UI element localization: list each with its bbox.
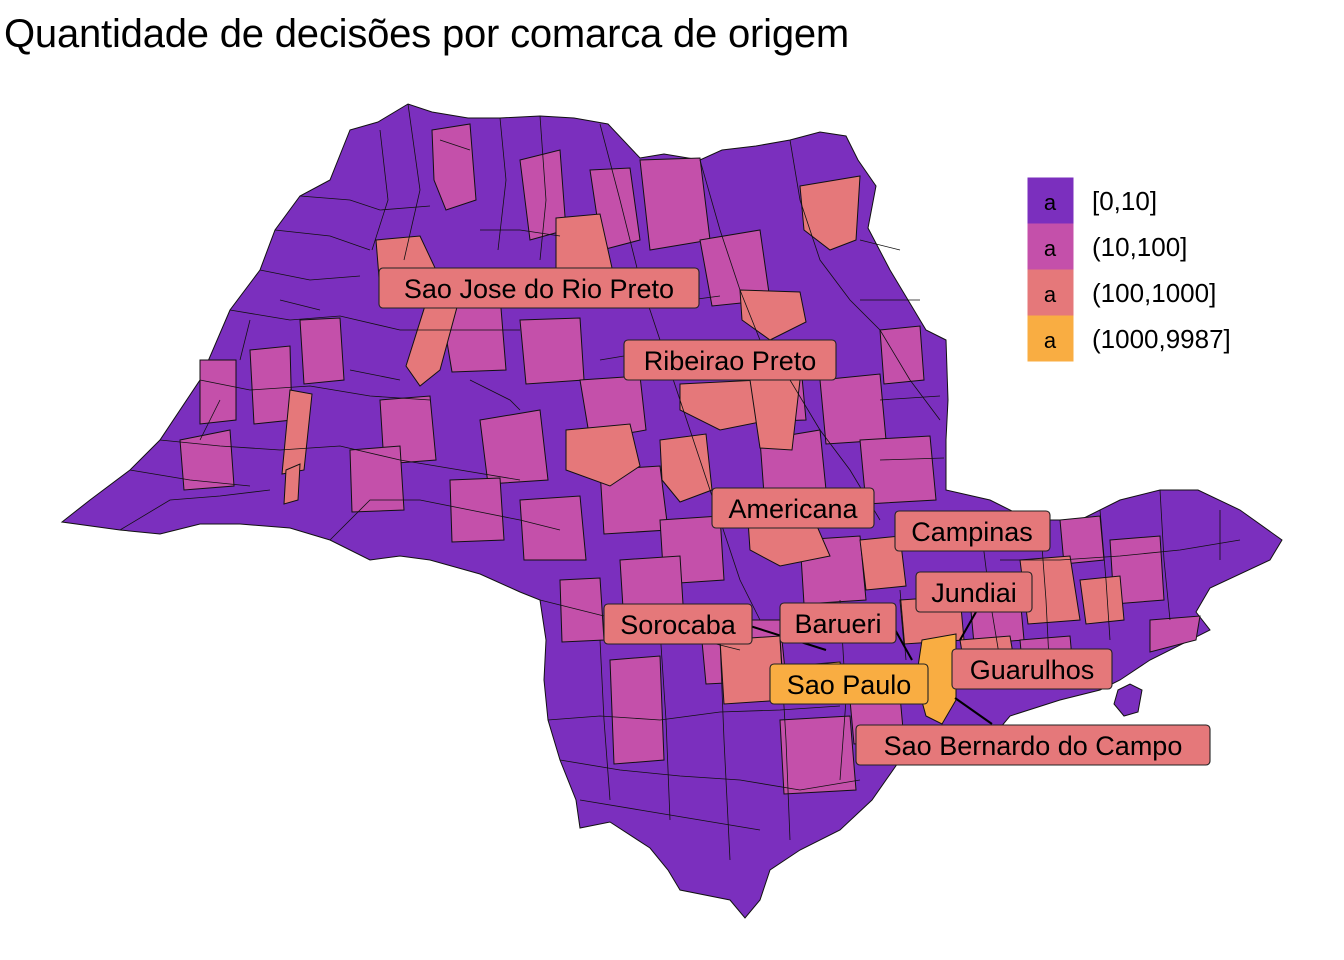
region-fill-10-100	[179, 123, 1201, 795]
label-text: Barueri	[794, 609, 881, 639]
legend-key-0-10: a	[1027, 177, 1074, 224]
island-shape	[1113, 683, 1143, 717]
label-americana: Americana	[711, 487, 875, 529]
label-jundiai: Jundiai	[915, 571, 1033, 613]
legend-key-1000-9987: a	[1027, 315, 1074, 362]
legend-key-10-100: a	[1027, 223, 1074, 270]
legend-label-10-100: (10,100]	[1092, 232, 1187, 262]
legend-key-glyph: a	[1044, 328, 1057, 353]
label-sao-bernardo-do-campo: Sao Bernardo do Campo	[855, 724, 1211, 766]
label-sorocaba: Sorocaba	[603, 603, 753, 645]
comarca-labels: Sao Jose do Rio Preto Ribeirao Preto Ame…	[378, 267, 1211, 766]
label-text: Ribeirao Preto	[644, 346, 817, 376]
label-text: Guarulhos	[970, 655, 1095, 685]
label-text: Sao Paulo	[787, 670, 912, 700]
label-guarulhos: Guarulhos	[951, 648, 1113, 690]
legend-label-1000-9987: (1000,9987]	[1092, 324, 1231, 354]
state-shape	[60, 103, 1283, 919]
legend: a a a a [0,10] (10,100] (100,1000] (1000…	[1027, 177, 1231, 362]
legend-label-100-1000: (100,1000]	[1092, 278, 1216, 308]
label-text: Campinas	[911, 517, 1033, 547]
label-ribeirao-preto: Ribeirao Preto	[623, 339, 837, 381]
map-title: Quantidade de decisões por comarca de or…	[4, 12, 850, 56]
label-text: Sao Jose do Rio Preto	[404, 274, 674, 304]
legend-key-glyph: a	[1044, 236, 1057, 261]
label-text: Jundiai	[931, 578, 1017, 608]
label-text: Sao Bernardo do Campo	[884, 731, 1183, 761]
label-sao-jose-do-rio-preto: Sao Jose do Rio Preto	[378, 267, 700, 309]
legend-key-glyph: a	[1044, 190, 1057, 215]
label-text: Sorocaba	[620, 610, 737, 640]
label-text: Americana	[728, 494, 858, 524]
label-sao-paulo: Sao Paulo	[769, 663, 929, 705]
label-campinas: Campinas	[894, 510, 1051, 552]
legend-key-100-1000: a	[1027, 269, 1074, 316]
label-barueri: Barueri	[779, 602, 897, 644]
legend-label-0-10: [0,10]	[1092, 186, 1157, 216]
legend-key-glyph: a	[1044, 282, 1057, 307]
